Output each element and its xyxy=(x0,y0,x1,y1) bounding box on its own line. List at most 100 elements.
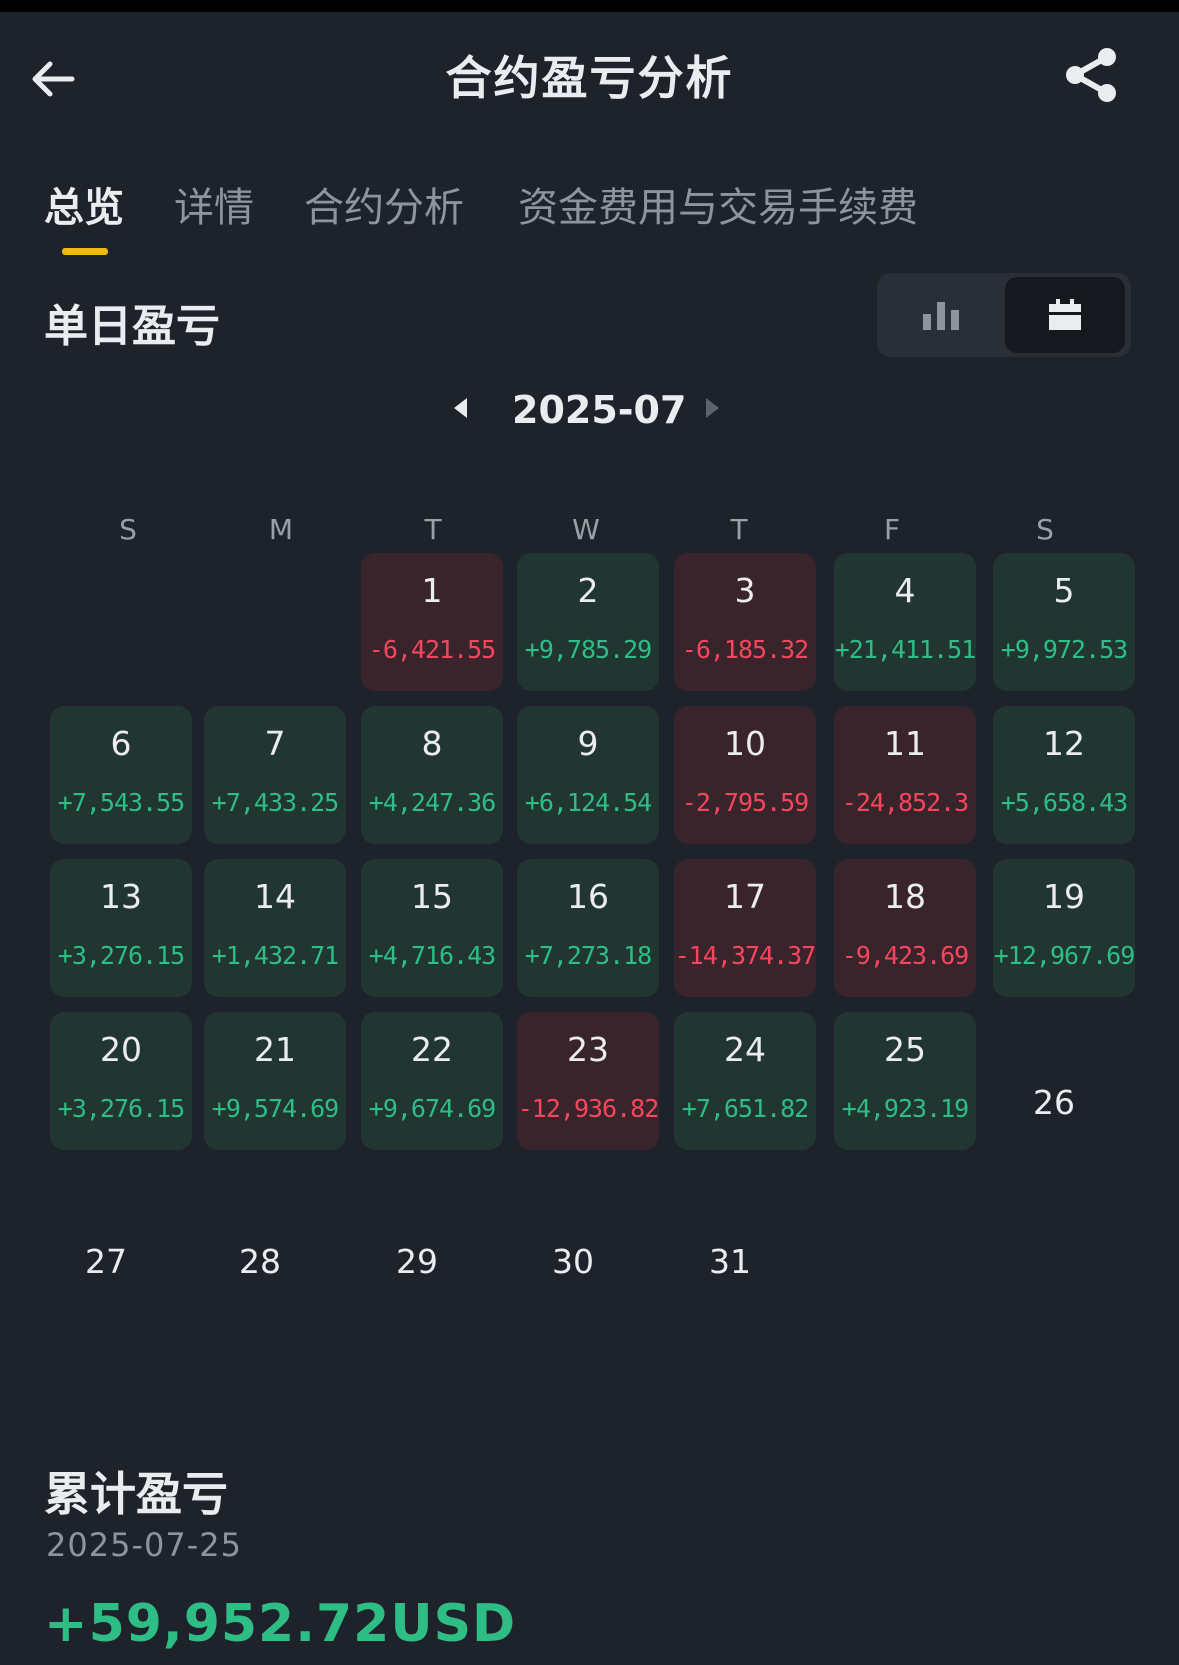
day-number: 11 xyxy=(884,724,926,763)
day-number: 20 xyxy=(100,1030,142,1069)
calendar-day-23[interactable]: 23 -12,936.82 xyxy=(517,1012,659,1150)
calendar-day-18[interactable]: 18 -9,423.69 xyxy=(834,859,976,997)
calendar-day-19[interactable]: 19 +12,967.69 xyxy=(993,859,1135,997)
day-number: 23 xyxy=(567,1030,609,1069)
day-number: 1 xyxy=(421,571,443,610)
tab-overview[interactable]: 总览 xyxy=(44,185,124,231)
weekday-label: S xyxy=(119,513,137,546)
calendar-view-button[interactable] xyxy=(1005,277,1125,353)
calendar-day-16[interactable]: 16 +7,273.18 xyxy=(517,859,659,997)
day-number: 3 xyxy=(734,571,756,610)
day-pnl-value: -2,795.59 xyxy=(681,788,809,817)
calendar-day-27[interactable]: 27 xyxy=(85,1242,127,1281)
calendar-day-8[interactable]: 8 +4,247.36 xyxy=(361,706,503,844)
day-pnl-value: +4,923.19 xyxy=(841,1094,969,1123)
weekday-label: T xyxy=(730,513,748,546)
calendar-day-31[interactable]: 31 xyxy=(709,1242,751,1281)
day-number: 14 xyxy=(254,877,296,916)
active-tab-indicator xyxy=(62,248,108,255)
tab-funding-fees[interactable]: 资金费用与交易手续费 xyxy=(518,185,918,231)
day-pnl-value: +5,658.43 xyxy=(1000,788,1128,817)
day-number: 21 xyxy=(254,1030,296,1069)
calendar-day-3[interactable]: 3 -6,185.32 xyxy=(674,553,816,691)
tab-details[interactable]: 详情 xyxy=(174,185,254,231)
day-pnl-value: +4,247.36 xyxy=(368,788,496,817)
calendar-day-7[interactable]: 7 +7,433.25 xyxy=(204,706,346,844)
day-pnl-value: +1,432.71 xyxy=(211,941,339,970)
day-number: 25 xyxy=(884,1030,926,1069)
day-number: 4 xyxy=(894,571,916,610)
day-number: 17 xyxy=(724,877,766,916)
day-pnl-value: +9,972.53 xyxy=(1000,635,1128,664)
day-number: 16 xyxy=(567,877,609,916)
calendar-day-11[interactable]: 11 -24,852.3 xyxy=(834,706,976,844)
calendar-day-10[interactable]: 10 -2,795.59 xyxy=(674,706,816,844)
bar-view-button[interactable] xyxy=(881,277,1001,353)
weekday-label: S xyxy=(1036,513,1054,546)
day-number: 24 xyxy=(724,1030,766,1069)
day-number: 13 xyxy=(100,877,142,916)
calendar-day-15[interactable]: 15 +4,716.43 xyxy=(361,859,503,997)
calendar-day-2[interactable]: 2 +9,785.29 xyxy=(517,553,659,691)
day-number: 7 xyxy=(264,724,286,763)
day-pnl-value: +4,716.43 xyxy=(368,941,496,970)
day-pnl-value: -24,852.3 xyxy=(841,788,969,817)
daily-pnl-title: 单日盈亏 xyxy=(44,301,220,352)
calendar-day-12[interactable]: 12 +5,658.43 xyxy=(993,706,1135,844)
day-pnl-value: +7,543.55 xyxy=(57,788,185,817)
day-pnl-value: +3,276.15 xyxy=(57,1094,185,1123)
day-pnl-value: +9,674.69 xyxy=(368,1094,496,1123)
calendar-day-14[interactable]: 14 +1,432.71 xyxy=(204,859,346,997)
bar-chart-icon xyxy=(923,302,959,330)
calendar-day-28[interactable]: 28 xyxy=(239,1242,281,1281)
calendar-day-30[interactable]: 30 xyxy=(552,1242,594,1281)
day-pnl-value: -12,936.82 xyxy=(517,1094,660,1123)
month-selector: 2025-07 xyxy=(0,388,1179,438)
weekday-label: W xyxy=(572,513,600,546)
day-pnl-value: +3,276.15 xyxy=(57,941,185,970)
day-number: 10 xyxy=(724,724,766,763)
day-number: 18 xyxy=(884,877,926,916)
calendar-day-1[interactable]: 1 -6,421.55 xyxy=(361,553,503,691)
cumulative-pnl-value: +59,952.72USD xyxy=(44,1594,517,1654)
day-pnl-value: -9,423.69 xyxy=(841,941,969,970)
share-icon[interactable] xyxy=(1062,46,1120,104)
day-number: 5 xyxy=(1053,571,1075,610)
day-number: 12 xyxy=(1043,724,1085,763)
calendar-icon xyxy=(1049,299,1081,330)
calendar-day-4[interactable]: 4 +21,411.51 xyxy=(834,553,976,691)
calendar-day-13[interactable]: 13 +3,276.15 xyxy=(50,859,192,997)
calendar-day-17[interactable]: 17 -14,374.37 xyxy=(674,859,816,997)
calendar-day-9[interactable]: 9 +6,124.54 xyxy=(517,706,659,844)
calendar-day-29[interactable]: 29 xyxy=(396,1242,438,1281)
calendar-day-21[interactable]: 21 +9,574.69 xyxy=(204,1012,346,1150)
arrow-left-icon[interactable] xyxy=(28,54,78,104)
prev-month-icon[interactable] xyxy=(454,398,467,418)
cumulative-pnl-title: 累计盈亏 xyxy=(44,1467,228,1521)
day-number: 8 xyxy=(421,724,443,763)
day-pnl-value: +21,411.51 xyxy=(834,635,977,664)
calendar-day-20[interactable]: 20 +3,276.15 xyxy=(50,1012,192,1150)
calendar-day-26[interactable]: 26 xyxy=(1033,1083,1075,1122)
day-pnl-value: +12,967.69 xyxy=(993,941,1136,970)
weekday-label: T xyxy=(424,513,442,546)
day-pnl-value: +9,785.29 xyxy=(524,635,652,664)
page-title: 合约盈亏分析 xyxy=(445,51,734,105)
calendar-day-25[interactable]: 25 +4,923.19 xyxy=(834,1012,976,1150)
calendar-day-5[interactable]: 5 +9,972.53 xyxy=(993,553,1135,691)
calendar-day-22[interactable]: 22 +9,674.69 xyxy=(361,1012,503,1150)
day-number: 15 xyxy=(411,877,453,916)
calendar-day-6[interactable]: 6 +7,543.55 xyxy=(50,706,192,844)
day-pnl-value: +9,574.69 xyxy=(211,1094,339,1123)
day-pnl-value: +7,273.18 xyxy=(524,941,652,970)
day-pnl-value: +7,433.25 xyxy=(211,788,339,817)
month-label: 2025-07 xyxy=(512,388,687,432)
next-month-icon[interactable] xyxy=(706,398,719,418)
day-number: 22 xyxy=(411,1030,453,1069)
weekday-label: M xyxy=(268,513,294,546)
day-pnl-value: -14,374.37 xyxy=(674,941,817,970)
tab-contract-analysis[interactable]: 合约分析 xyxy=(304,185,464,231)
day-number: 9 xyxy=(577,724,599,763)
calendar-day-24[interactable]: 24 +7,651.82 xyxy=(674,1012,816,1150)
day-number: 6 xyxy=(110,724,132,763)
